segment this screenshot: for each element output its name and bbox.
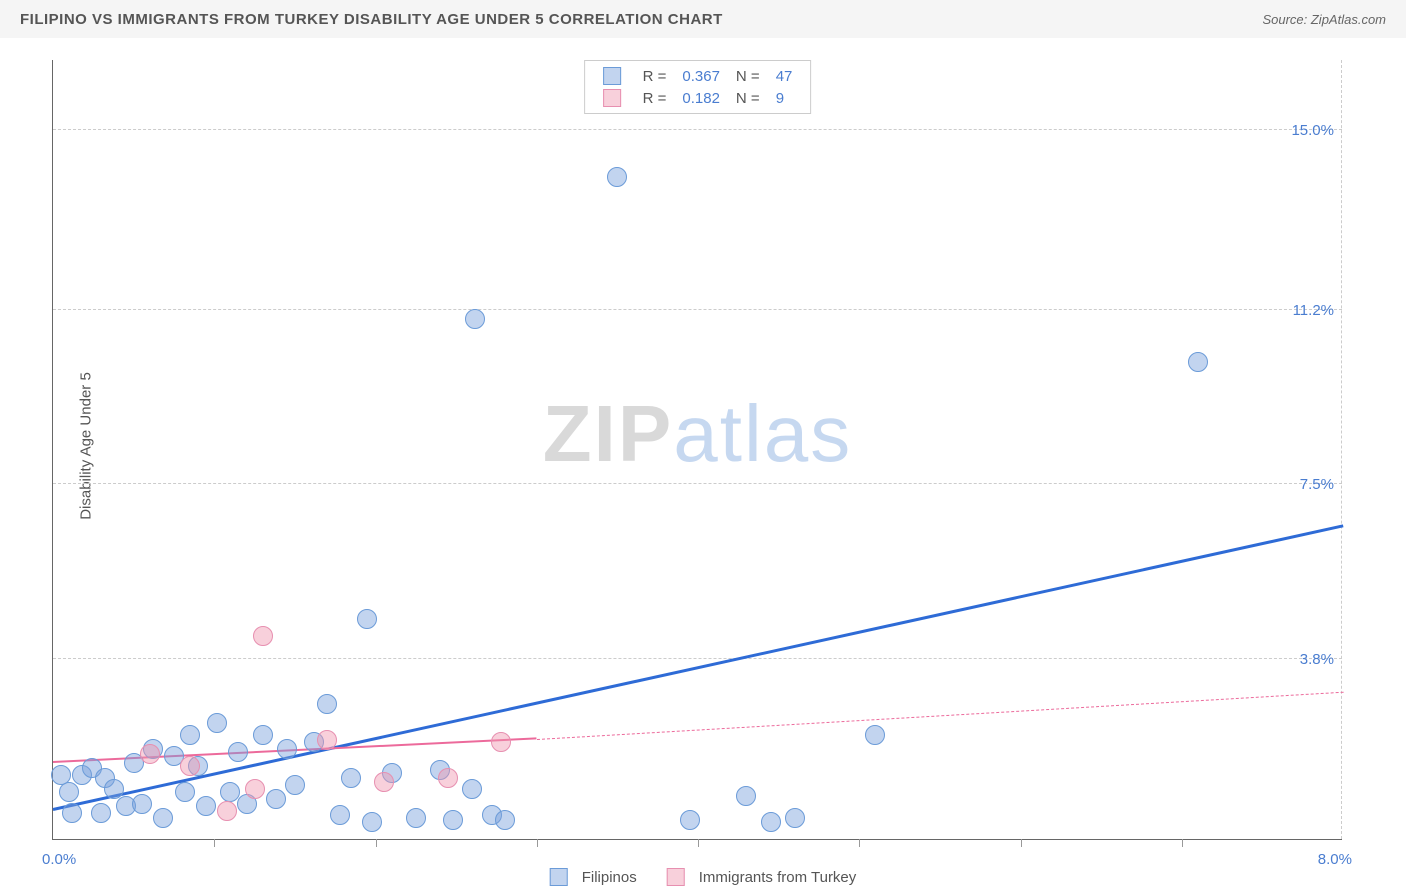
scatter-point [761, 812, 781, 832]
scatter-point [196, 796, 216, 816]
header-bar: FILIPINO VS IMMIGRANTS FROM TURKEY DISAB… [0, 0, 1406, 38]
legend-n-value-1: 9 [768, 87, 801, 109]
legend-r-label: R = [635, 87, 675, 109]
scatter-point [438, 768, 458, 788]
plot-region: ZIPatlas R = 0.367 N = 47 R = 0.182 N = … [52, 60, 1342, 840]
scatter-point [785, 808, 805, 828]
scatter-point [228, 742, 248, 762]
y-tick-label: 3.8% [1284, 651, 1334, 668]
y-tick-label: 11.2% [1284, 302, 1334, 319]
gridline [53, 483, 1342, 484]
scatter-point [266, 789, 286, 809]
legend-r-label: R = [635, 65, 675, 87]
legend-r-value-1: 0.182 [674, 87, 728, 109]
scatter-point [865, 725, 885, 745]
legend-row-turkey: R = 0.182 N = 9 [595, 87, 801, 109]
scatter-point [495, 810, 515, 830]
legend-row-filipinos: R = 0.367 N = 47 [595, 65, 801, 87]
legend-series: Filipinos Immigrants from Turkey [550, 868, 857, 886]
x-tick [698, 839, 699, 847]
scatter-point [362, 812, 382, 832]
x-tick [376, 839, 377, 847]
legend-n-label: N = [728, 65, 768, 87]
source-label: Source: ZipAtlas.com [1262, 12, 1386, 27]
scatter-point [443, 810, 463, 830]
gridline [53, 129, 1342, 130]
scatter-point [1188, 352, 1208, 372]
scatter-point [491, 732, 511, 752]
legend-n-value-0: 47 [768, 65, 801, 87]
swatch-filipinos-icon [550, 868, 568, 886]
x-tick [214, 839, 215, 847]
scatter-point [207, 713, 227, 733]
scatter-point [285, 775, 305, 795]
scatter-point [406, 808, 426, 828]
scatter-point [341, 768, 361, 788]
scatter-point [140, 744, 160, 764]
scatter-point [736, 786, 756, 806]
trend-line [53, 524, 1344, 811]
watermark-atlas: atlas [673, 389, 852, 478]
scatter-point [374, 772, 394, 792]
chart-title: FILIPINO VS IMMIGRANTS FROM TURKEY DISAB… [20, 11, 723, 28]
legend-correlation-box: R = 0.367 N = 47 R = 0.182 N = 9 [584, 60, 812, 114]
swatch-filipinos-icon [603, 67, 621, 85]
scatter-point [253, 626, 273, 646]
x-tick [537, 839, 538, 847]
scatter-point [59, 782, 79, 802]
scatter-point [132, 794, 152, 814]
watermark-zip: ZIP [543, 389, 673, 478]
gridline [53, 658, 1342, 659]
scatter-point [175, 782, 195, 802]
scatter-point [330, 805, 350, 825]
scatter-point [180, 756, 200, 776]
scatter-point [153, 808, 173, 828]
swatch-turkey-icon [603, 89, 621, 107]
scatter-point [317, 730, 337, 750]
x-axis-min-label: 0.0% [42, 851, 76, 868]
scatter-point [607, 167, 627, 187]
trend-line [537, 691, 1343, 739]
legend-label-turkey: Immigrants from Turkey [699, 869, 857, 886]
x-tick [1021, 839, 1022, 847]
scatter-point [680, 810, 700, 830]
scatter-point [180, 725, 200, 745]
legend-label-filipinos: Filipinos [582, 869, 637, 886]
scatter-point [462, 779, 482, 799]
x-tick [859, 839, 860, 847]
scatter-point [217, 801, 237, 821]
scatter-point [62, 803, 82, 823]
legend-item-filipinos: Filipinos [550, 868, 637, 886]
legend-n-label: N = [728, 87, 768, 109]
scatter-point [465, 309, 485, 329]
x-tick [1182, 839, 1183, 847]
chart-area: ZIPatlas R = 0.367 N = 47 R = 0.182 N = … [52, 60, 1342, 840]
y-tick-label: 7.5% [1284, 476, 1334, 493]
scatter-point [245, 779, 265, 799]
y-tick-label: 15.0% [1284, 122, 1334, 139]
legend-item-turkey: Immigrants from Turkey [667, 868, 857, 886]
scatter-point [91, 803, 111, 823]
swatch-turkey-icon [667, 868, 685, 886]
right-edge-line [1341, 60, 1342, 839]
scatter-point [317, 694, 337, 714]
watermark: ZIPatlas [543, 388, 852, 480]
x-axis-max-label: 8.0% [1318, 851, 1352, 868]
legend-r-value-0: 0.367 [674, 65, 728, 87]
scatter-point [253, 725, 273, 745]
gridline [53, 309, 1342, 310]
scatter-point [357, 609, 377, 629]
scatter-point [277, 739, 297, 759]
